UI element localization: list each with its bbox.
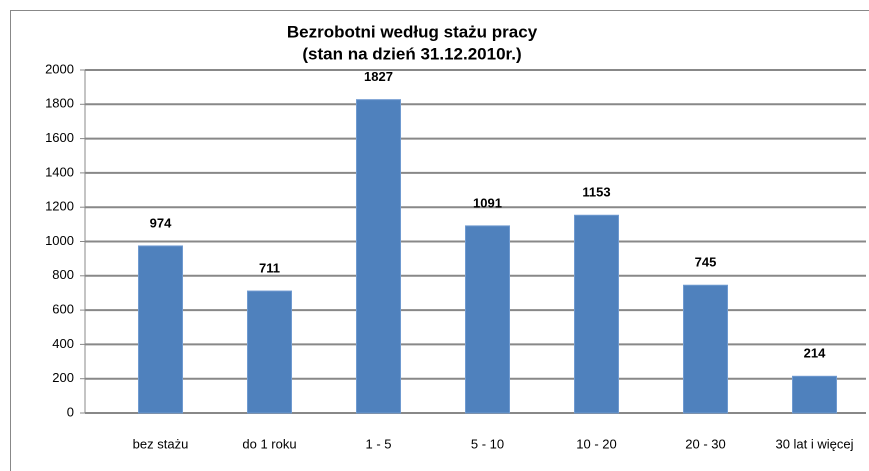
chart-title: Bezrobotni według stażu pracy [287,22,538,41]
bar [356,99,401,414]
y-tick-label: 1400 [45,164,74,179]
y-tick-label: 0 [67,404,74,419]
y-tick-label: 1000 [45,233,74,248]
value-label: 711 [259,261,280,276]
y-tick-label: 800 [52,267,74,282]
bar [683,284,728,414]
bar [465,225,510,414]
y-tick-label: 200 [52,370,74,385]
y-tick-label: 1800 [45,96,74,111]
y-tick-label: 2000 [45,61,74,76]
bar [574,214,619,414]
x-tick-label: 10 - 20 [576,436,616,451]
value-label: 1827 [364,69,393,84]
x-tick-label: 1 - 5 [365,436,391,451]
value-label: 745 [695,255,717,270]
x-tick-label: 30 lat i więcej [775,436,853,451]
value-label: 1153 [582,185,610,200]
x-tick-label: 5 - 10 [471,436,504,451]
x-tick-label: do 1 roku [242,436,296,451]
x-tick-label: bez stażu [133,436,189,451]
value-label: 214 [804,346,826,361]
bar [138,245,183,414]
chart-subtitle: (stan na dzień 31.12.2010r.) [302,44,521,63]
y-tick-label: 600 [52,302,74,317]
y-tick-label: 400 [52,336,74,351]
y-tick-label: 1600 [45,130,74,145]
value-label: 974 [150,215,172,230]
value-label: 1091 [473,195,502,210]
x-tick-label: 20 - 30 [685,436,725,451]
bar [247,290,292,414]
bar [792,375,837,414]
y-tick-label: 1200 [45,199,74,214]
